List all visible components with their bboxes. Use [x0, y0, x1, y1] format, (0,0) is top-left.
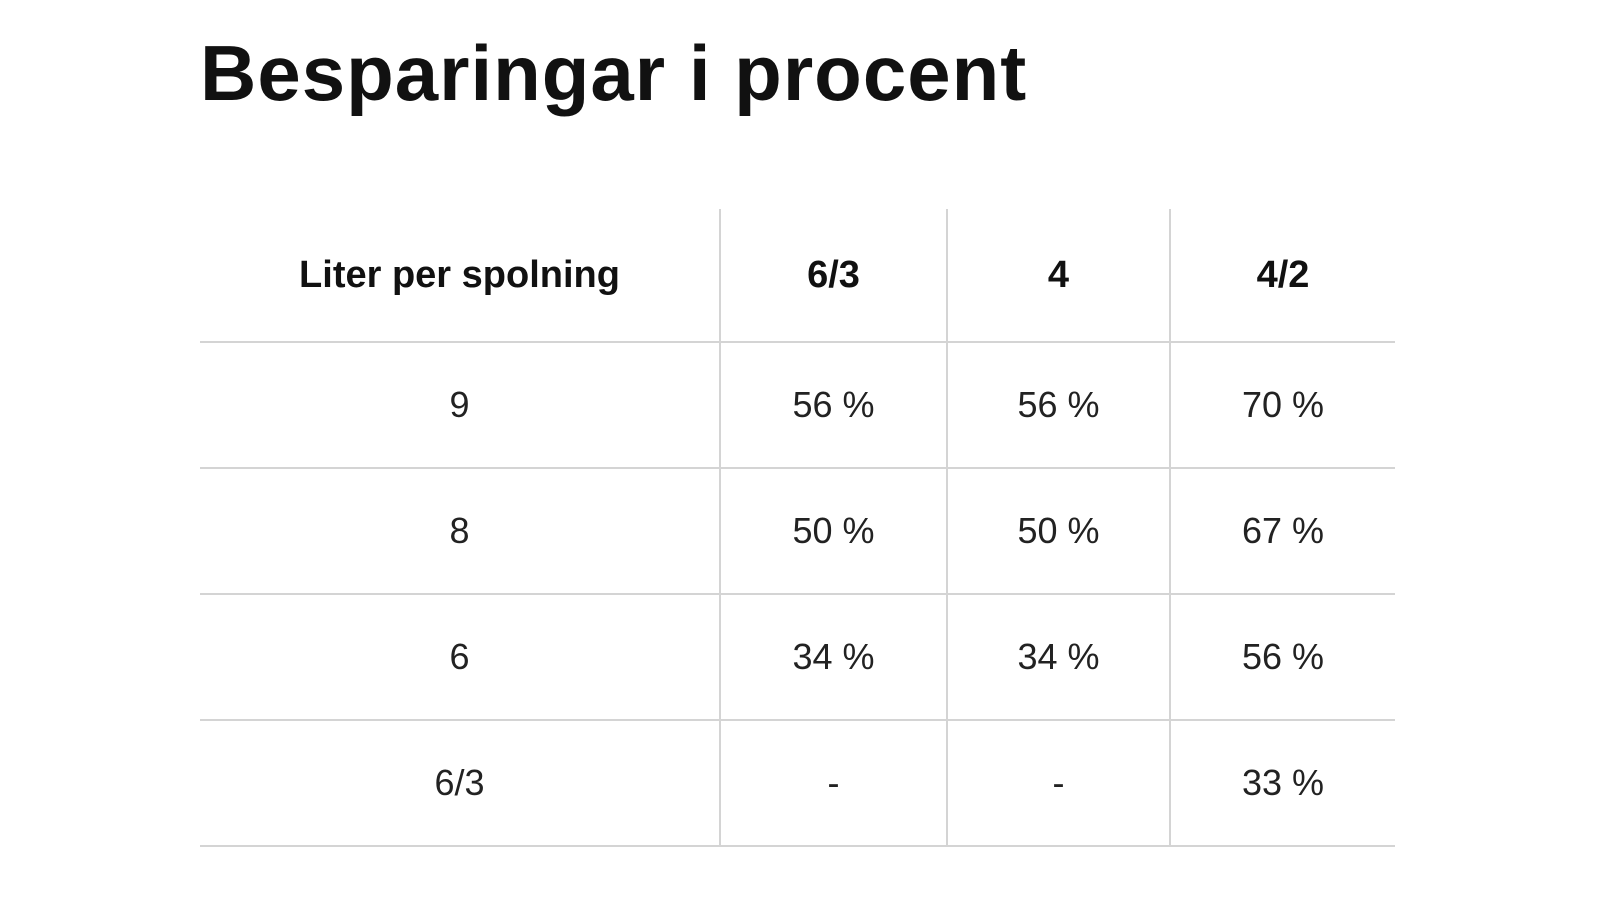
header-row: Liter per spolning 6/3 4 4/2 [200, 209, 1395, 342]
table-cell: 34 % [946, 593, 1170, 720]
table-row: 8 50 % 50 % 67 % [200, 467, 1395, 594]
table-cell: 9 [200, 341, 720, 468]
column-header: 4/2 [1169, 209, 1395, 342]
savings-table: Liter per spolning 6/3 4 4/2 9 56 % 56 %… [200, 209, 1395, 847]
table-cell: 6 [200, 593, 720, 720]
table-cell: 8 [200, 467, 720, 594]
column-header: 4 [946, 209, 1170, 342]
table-row: 6 34 % 34 % 56 % [200, 593, 1395, 720]
table-cell: 67 % [1169, 467, 1395, 594]
table-row: 9 56 % 56 % 70 % [200, 341, 1395, 468]
table-cell: 6/3 [200, 719, 720, 847]
page-title: Besparingar i procent [200, 29, 1028, 117]
table-cell: 56 % [946, 341, 1170, 468]
table-cell: 34 % [719, 593, 947, 720]
table-cell: - [946, 719, 1170, 847]
table-cell: 56 % [719, 341, 947, 468]
column-header: 6/3 [719, 209, 947, 342]
table-cell: - [719, 719, 947, 847]
table-cell: 56 % [1169, 593, 1395, 720]
table-cell: 33 % [1169, 719, 1395, 847]
table-cell: 50 % [946, 467, 1170, 594]
table-cell: 50 % [719, 467, 947, 594]
column-header: Liter per spolning [299, 253, 620, 296]
table-row: 6/3 - - 33 % [200, 719, 1395, 847]
table-cell: 70 % [1169, 341, 1395, 468]
